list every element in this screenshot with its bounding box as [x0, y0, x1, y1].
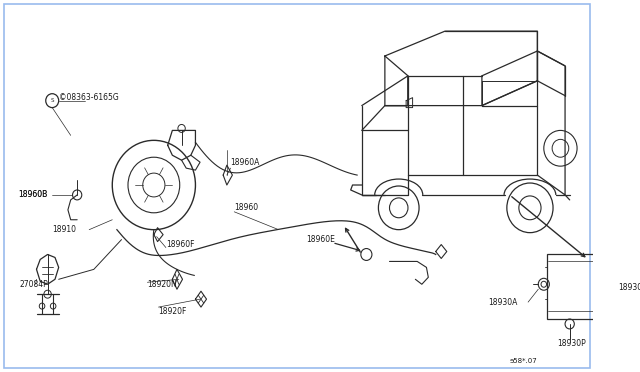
Text: 18930A: 18930A	[488, 298, 518, 307]
Text: ©08363-6165G: ©08363-6165G	[59, 93, 118, 102]
Text: 18960A: 18960A	[230, 158, 260, 167]
Text: 18920N: 18920N	[147, 280, 177, 289]
Text: 18930: 18930	[619, 283, 640, 292]
Bar	[547, 254, 616, 319]
Text: ɘ58*.07: ɘ58*.07	[509, 358, 538, 364]
Text: 18960B: 18960B	[18, 190, 47, 199]
Text: 18930P: 18930P	[557, 339, 586, 348]
Text: 27084P: 27084P	[20, 280, 49, 289]
Text: 18960F: 18960F	[166, 240, 195, 249]
Text: 18960: 18960	[234, 203, 259, 212]
Text: 18960B: 18960B	[18, 190, 47, 199]
Text: 18910: 18910	[52, 225, 76, 234]
Text: 18960E: 18960E	[307, 235, 335, 244]
Text: S: S	[51, 98, 54, 103]
Text: 18920F: 18920F	[159, 307, 187, 315]
